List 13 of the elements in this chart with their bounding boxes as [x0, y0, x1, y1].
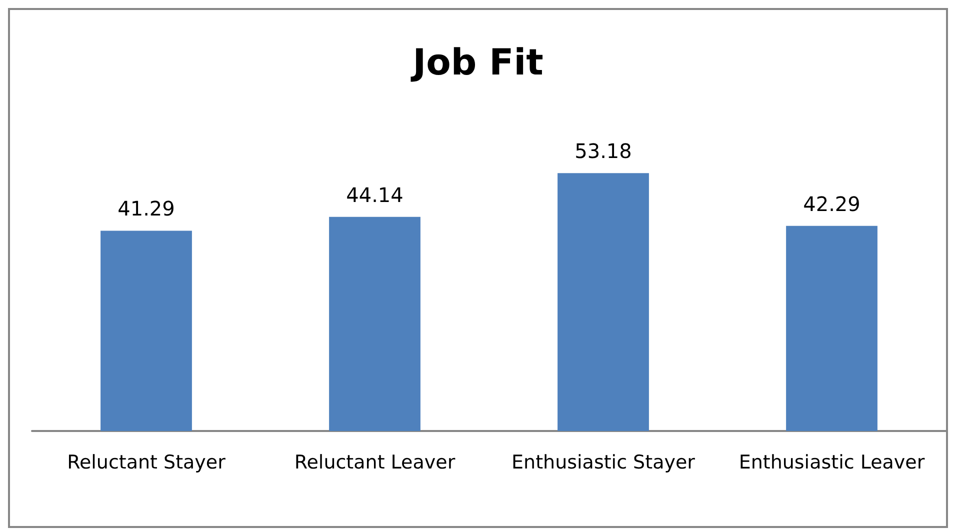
bar — [100, 230, 192, 431]
x-tick-label: Reluctant Leaver — [294, 452, 456, 474]
data-label: 44.14 — [346, 182, 404, 207]
chart-title: Job Fit — [410, 42, 544, 84]
data-label: 53.18 — [574, 139, 632, 164]
data-label: 42.29 — [803, 192, 860, 216]
bar — [558, 173, 649, 431]
bar — [786, 226, 878, 431]
x-tick-label: Enthusiastic Leaver — [738, 452, 925, 474]
data-label: 41.29 — [118, 196, 175, 221]
x-tick-label: Enthusiastic Stayer — [512, 452, 696, 474]
x-tick-label: Reluctant Stayer — [67, 452, 226, 474]
bar — [329, 216, 420, 431]
